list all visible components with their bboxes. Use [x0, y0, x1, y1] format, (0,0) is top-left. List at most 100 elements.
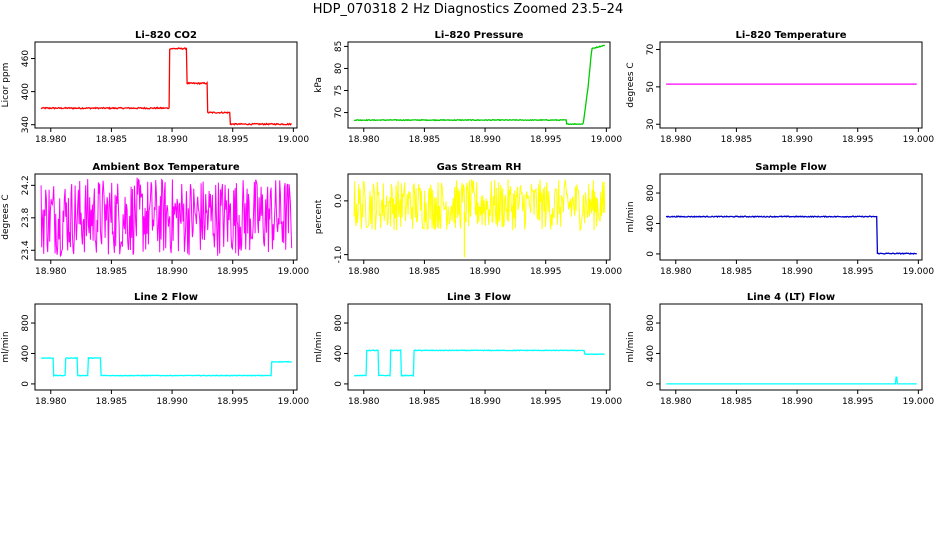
x-tick-label: 18.985 [721, 267, 753, 277]
y-axis-label: Licor ppm [1, 63, 11, 108]
series-line [665, 215, 918, 255]
series-line [666, 376, 917, 385]
series-line [353, 348, 606, 377]
chart-panel-2: Li–820 Pressure kPa 18.980 18.985 18.990 18.9… [314, 30, 622, 145]
series-line [353, 179, 606, 232]
x-tick-label: 18.995 [530, 135, 562, 145]
y-tick-label: 400 [334, 345, 344, 362]
x-tick-label: 19.000 [903, 397, 935, 407]
x-tick-label: 18.990 [469, 135, 501, 145]
x-tick-label: 19.000 [591, 397, 623, 407]
y-tick-label: 800 [334, 314, 344, 331]
x-tick-label: 19.000 [278, 397, 310, 407]
y-tick-label: 70 [646, 43, 656, 55]
chart-panel-6: Sample Flow ml/min 18.980 18.985 18.990 18.99… [626, 162, 934, 277]
series-line [40, 47, 292, 126]
y-tick-label: -1.0 [334, 246, 344, 264]
y-tick-label: 0.0 [334, 193, 344, 208]
x-tick-label: 19.000 [591, 267, 623, 277]
x-tick-label: 18.990 [469, 267, 501, 277]
x-tick-label: 18.985 [721, 135, 753, 145]
chart-panel-1: Li–820 CO2 Licor ppm 18.980 18.985 18.990 18.… [1, 30, 309, 145]
y-tick-label: 85 [334, 41, 344, 52]
x-tick-label: 18.985 [409, 397, 441, 407]
x-tick-label: 18.995 [217, 267, 249, 277]
panel-title: Line 2 Flow [134, 292, 198, 303]
x-tick-label: 18.990 [781, 267, 813, 277]
y-tick-label: 400 [646, 215, 656, 232]
plot-frame [659, 303, 923, 391]
chart-panel-8: Line 3 Flow ml/min 18.980 18.985 18.990 18.99… [314, 292, 622, 407]
x-tick-label: 19.000 [278, 267, 310, 277]
plot-frame [347, 173, 611, 261]
series-line [40, 356, 292, 378]
y-tick-label: 50 [646, 81, 656, 93]
panel-title: Line 4 (LT) Flow [747, 292, 835, 303]
y-tick-label: 460 [21, 50, 31, 67]
x-tick-label: 19.000 [903, 267, 935, 277]
y-axis-label: ml/min [314, 331, 324, 362]
panel-title: Ambient Box Temperature [92, 162, 239, 173]
x-tick-label: 18.990 [156, 135, 188, 145]
y-axis-label: ml/min [626, 201, 636, 232]
y-tick-label: 0 [21, 381, 31, 387]
x-tick-label: 19.000 [591, 135, 623, 145]
x-tick-label: 19.000 [903, 135, 935, 145]
chart-panel-3: Li–820 Temperature degrees C 18.980 18.985 1… [626, 30, 934, 145]
y-tick-label: 0 [646, 251, 656, 257]
x-tick-label: 18.980 [348, 135, 380, 145]
panel-title: Li–820 Pressure [435, 30, 524, 41]
y-tick-label: 30 [646, 118, 656, 130]
x-tick-label: 18.980 [35, 135, 67, 145]
x-tick-label: 19.000 [278, 135, 310, 145]
panel-title: Gas Stream RH [437, 162, 522, 173]
y-tick-label: 70 [334, 107, 344, 119]
x-tick-label: 18.980 [660, 135, 692, 145]
x-tick-label: 18.980 [348, 397, 380, 407]
x-tick-label: 18.995 [530, 397, 562, 407]
x-tick-label: 18.990 [156, 397, 188, 407]
y-tick-label: 400 [646, 345, 656, 362]
x-tick-label: 18.995 [217, 397, 249, 407]
plot-frame [34, 303, 298, 391]
series-line [353, 44, 606, 126]
y-axis-label: degrees C [1, 194, 11, 239]
x-tick-label: 18.980 [35, 267, 67, 277]
y-axis-label: degrees C [626, 62, 636, 107]
panel-title: Li–820 CO2 [135, 30, 197, 41]
x-tick-label: 18.980 [660, 397, 692, 407]
x-tick-label: 18.980 [348, 267, 380, 277]
plot-frame [659, 173, 923, 261]
y-tick-label: 400 [21, 83, 31, 100]
chart-panel-5: Gas Stream RH percent 18.980 18.985 18.990 18… [314, 162, 622, 277]
x-tick-label: 18.995 [842, 397, 874, 407]
panel-title: Line 3 Flow [447, 292, 511, 303]
y-tick-label: 80 [334, 62, 344, 74]
y-tick-label: 400 [21, 345, 31, 362]
x-tick-label: 18.995 [842, 135, 874, 145]
panel-title: Li–820 Temperature [735, 30, 846, 41]
x-tick-label: 18.990 [781, 135, 813, 145]
y-tick-label: 800 [646, 184, 656, 201]
x-tick-label: 18.985 [721, 397, 753, 407]
y-tick-label: 23.4 [21, 240, 31, 260]
plot-frame [347, 303, 611, 391]
plot-frame [34, 173, 298, 261]
y-tick-label: 800 [21, 314, 31, 331]
x-tick-label: 18.980 [660, 267, 692, 277]
x-tick-label: 18.985 [96, 267, 128, 277]
y-tick-label: 75 [334, 85, 344, 96]
x-tick-label: 18.985 [409, 135, 441, 145]
x-tick-label: 18.980 [35, 397, 67, 407]
chart-panel-4: Ambient Box Temperature degrees C 18.980 18… [1, 162, 309, 277]
panel-title: Sample Flow [755, 162, 827, 173]
y-axis-label: ml/min [626, 331, 636, 362]
x-tick-label: 18.985 [96, 397, 128, 407]
y-axis-label: ml/min [1, 331, 11, 362]
y-tick-label: 340 [21, 116, 31, 133]
chart-panel-7: Line 2 Flow ml/min 18.980 18.985 18.990 18.99… [1, 292, 309, 407]
x-tick-label: 18.995 [530, 267, 562, 277]
plot-frame [347, 41, 611, 129]
x-tick-label: 18.985 [96, 135, 128, 145]
